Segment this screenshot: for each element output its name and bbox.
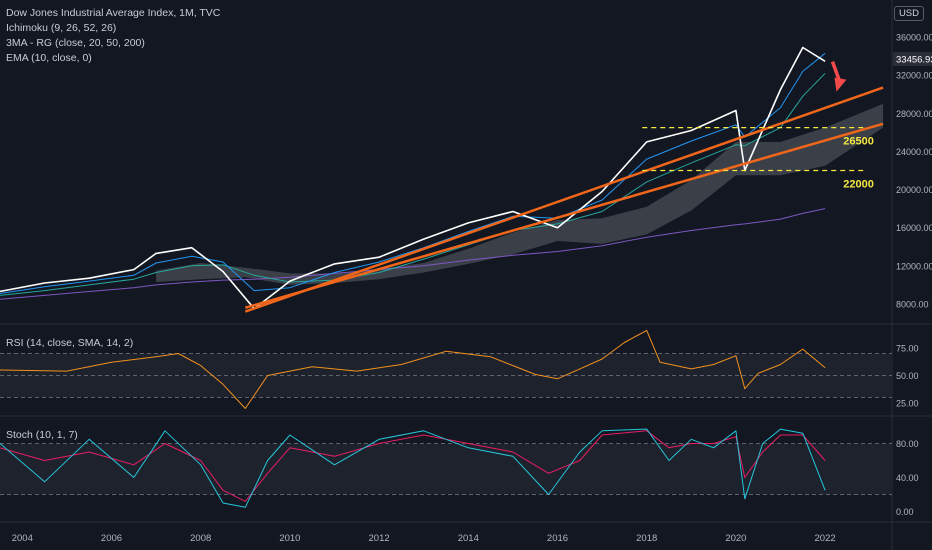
stoch-tick-label: 80.00 [896, 439, 919, 449]
currency-badge[interactable]: USD [893, 6, 924, 21]
time-axis[interactable]: 2004 2006 2008 2010 2012 2014 2016 2018 2020 2022 [12, 533, 836, 544]
stoch-label[interactable]: Stoch (10, 1, 7) [6, 429, 78, 441]
price-tick-label: 32000.00 [896, 71, 932, 81]
rsi-tick-label: 75.00 [896, 344, 919, 354]
price-tick-label: 16000.00 [896, 223, 932, 233]
rsi-tick-label: 50.00 [896, 371, 919, 381]
stoch-k-line [0, 428, 826, 508]
series-ma200-line [0, 208, 826, 300]
level-label-22000: 22000 [843, 179, 874, 191]
stoch-d-line [0, 430, 826, 502]
price-tick-label: 28000.00 [896, 109, 932, 119]
indicator-ema-label[interactable]: EMA (10, close, 0) [6, 52, 92, 64]
main-price-pane [0, 46, 826, 310]
trendline-0 [244, 86, 884, 313]
time-tick-label: 2010 [279, 533, 300, 544]
stoch-tick-label: 40.00 [896, 473, 919, 483]
price-tick-label: 24000.00 [896, 147, 932, 157]
time-tick-label: 2020 [725, 533, 746, 544]
chart-title[interactable]: Dow Jones Industrial Average Index, 1M, … [6, 7, 221, 19]
stoch-tick-label: 0.00 [896, 507, 914, 517]
band-fill [0, 443, 892, 495]
time-tick-label: 2018 [636, 533, 657, 544]
rsi-line [0, 329, 826, 409]
main-legend: Dow Jones Industrial Average Index, 1M, … [6, 6, 220, 66]
series-close-line [0, 46, 826, 310]
time-tick-label: 2004 [12, 533, 33, 544]
indicator-ichimoku-label[interactable]: Ichimoku (9, 26, 52, 26) [6, 22, 117, 34]
trendline-1 [244, 122, 884, 309]
level-label-26500: 26500 [843, 136, 874, 148]
time-tick-label: 2022 [815, 533, 836, 544]
rsi-legend: RSI (14, close, SMA, 14, 2) [6, 336, 133, 351]
stoch-legend: Stoch (10, 1, 7) [6, 428, 78, 443]
rsi-tick-label: 25.00 [896, 399, 919, 409]
price-tick-label: 8000.00 [896, 299, 929, 309]
indicator-3ma-label[interactable]: 3MA - RG (close, 20, 50, 200) [6, 37, 145, 49]
rsi-label[interactable]: RSI (14, close, SMA, 14, 2) [6, 337, 134, 349]
time-tick-label: 2016 [547, 533, 568, 544]
time-tick-label: 2014 [458, 533, 479, 544]
time-tick-label: 2008 [190, 533, 211, 544]
price-tick-label: 12000.00 [896, 261, 932, 271]
time-tick-label: 2012 [369, 533, 390, 544]
time-tick-label: 2006 [101, 533, 122, 544]
price-tick-label: 20000.00 [896, 185, 932, 195]
last-price-label: 33456.93 [896, 55, 932, 66]
price-axis[interactable]: 8000.00 12000.00 16000.00 20000.00 24000.00 2… [896, 33, 932, 517]
last-price-tag: 33456.93 [893, 52, 932, 66]
series-ma50-line [0, 72, 826, 296]
down-arrow-head [834, 77, 847, 92]
price-tick-label: 36000.00 [896, 33, 932, 43]
stoch-pane [0, 428, 892, 508]
trend-annotations: 26500 22000 [244, 61, 884, 313]
rsi-pane [0, 329, 892, 409]
